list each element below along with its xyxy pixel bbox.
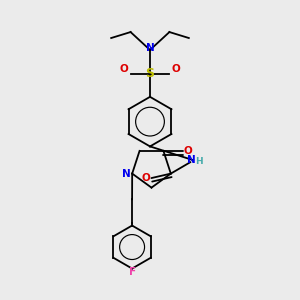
Text: F: F (128, 267, 136, 278)
Text: O: O (120, 64, 128, 74)
Text: N: N (146, 44, 154, 53)
Text: S: S (146, 68, 154, 80)
Text: O: O (172, 64, 180, 74)
Text: N: N (187, 155, 196, 165)
Text: N: N (122, 169, 130, 178)
Text: O: O (184, 146, 193, 156)
Text: H: H (195, 157, 203, 166)
Text: O: O (142, 173, 150, 183)
